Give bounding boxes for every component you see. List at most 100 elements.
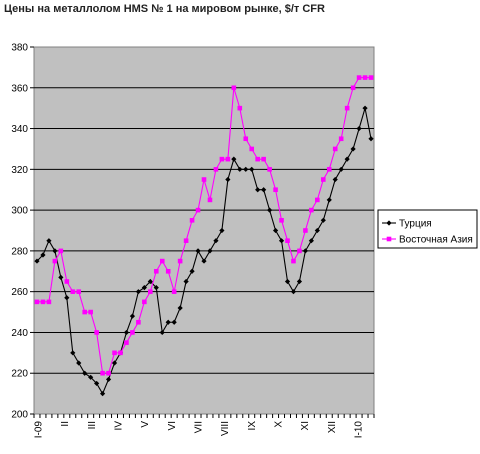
data-point: [249, 146, 255, 152]
data-point: [225, 176, 231, 183]
data-point: [183, 278, 189, 285]
data-point: [189, 268, 195, 274]
x-tick-label: III: [87, 421, 98, 429]
data-point: [64, 279, 70, 284]
data-point: [82, 370, 88, 376]
data-point: [326, 167, 332, 172]
data-point: [350, 85, 356, 91]
data-point: [112, 350, 117, 356]
data-point: [243, 136, 249, 142]
data-point: [46, 238, 52, 244]
data-point: [290, 289, 297, 295]
y-tick-label: 280: [11, 246, 28, 257]
data-point: [320, 177, 326, 182]
data-point: [82, 309, 88, 315]
chart-title: Цены на металлолом HMS № 1 на мировом ры…: [4, 3, 325, 15]
data-point: [368, 75, 374, 80]
data-point: [356, 75, 362, 80]
y-axis-ticks: 200 220 240 260 280 300 320 340 360 380: [11, 43, 34, 421]
data-point: [94, 380, 100, 387]
data-point: [303, 228, 308, 233]
data-point: [171, 319, 177, 325]
x-tick-label: V: [140, 421, 151, 428]
data-point: [272, 227, 279, 234]
x-tick-label: IV: [114, 421, 125, 431]
data-point: [40, 299, 46, 305]
data-point: [123, 329, 130, 336]
data-point: [76, 360, 82, 366]
data-point: [88, 309, 93, 315]
y-tick-label: 200: [11, 410, 28, 421]
legend-label: Турция: [399, 219, 432, 230]
data-point: [308, 238, 314, 244]
data-point: [338, 136, 344, 142]
data-point: [88, 374, 94, 380]
data-point: [195, 248, 201, 254]
legend-label: Восточная Азия: [399, 235, 473, 246]
data-point: [130, 330, 135, 335]
data-point: [58, 274, 64, 280]
data-point: [225, 156, 231, 162]
data-point: [291, 258, 296, 264]
data-point: [52, 248, 58, 254]
data-point: [243, 166, 249, 172]
x-axis-ticks: I-09 II III IV V VI VII VIII IX X XI XII I-10: [33, 414, 375, 438]
x-tick-label: II: [60, 421, 71, 427]
data-point: [285, 238, 290, 243]
data-point: [100, 370, 105, 376]
data-point: [315, 197, 320, 203]
data-point: [195, 207, 201, 213]
data-point: [64, 295, 70, 301]
data-point: [261, 156, 266, 162]
data-point: [326, 197, 332, 203]
data-point: [284, 278, 291, 285]
data-point: [273, 187, 278, 193]
data-point: [70, 350, 76, 356]
data-point: [344, 105, 350, 111]
data-point: [320, 217, 326, 223]
legend-swatch-marker: [386, 220, 392, 226]
y-tick-label: 380: [11, 43, 28, 54]
data-point: [177, 305, 183, 311]
data-point: [165, 319, 171, 325]
legend: Турция Восточная Азия: [377, 209, 478, 249]
data-point: [34, 299, 40, 305]
data-point: [189, 218, 195, 223]
x-tick-label: XI: [300, 421, 311, 430]
data-point: [267, 167, 272, 172]
y-tick-label: 320: [11, 165, 28, 176]
data-point: [135, 289, 141, 295]
data-point: [362, 75, 368, 80]
data-point: [231, 85, 237, 91]
data-point: [219, 227, 225, 234]
x-tick-label: IX: [247, 421, 258, 431]
data-point: [147, 278, 153, 285]
plot-area: [33, 46, 375, 415]
x-tick-label: VII: [194, 421, 205, 433]
data-point: [177, 258, 183, 264]
data-point: [129, 313, 136, 319]
data-point: [207, 248, 213, 254]
data-point: [249, 166, 255, 172]
data-point: [141, 284, 147, 291]
data-point: [153, 284, 159, 291]
data-point: [106, 370, 111, 376]
data-point: [46, 299, 52, 305]
data-point: [297, 248, 302, 254]
data-point: [183, 238, 189, 243]
data-point: [148, 289, 153, 294]
series-2: [34, 75, 374, 376]
data-point: [350, 146, 356, 152]
data-point: [142, 299, 147, 305]
series-1: [34, 105, 374, 397]
legend-box: [377, 209, 478, 249]
data-point: [237, 166, 243, 172]
y-tick-label: 360: [11, 83, 28, 94]
data-point: [314, 227, 320, 234]
data-point: [99, 391, 106, 397]
data-point: [219, 156, 225, 162]
data-point: [58, 248, 64, 254]
data-point: [94, 330, 99, 335]
data-point: [159, 329, 165, 336]
gridlines: [34, 87, 374, 374]
